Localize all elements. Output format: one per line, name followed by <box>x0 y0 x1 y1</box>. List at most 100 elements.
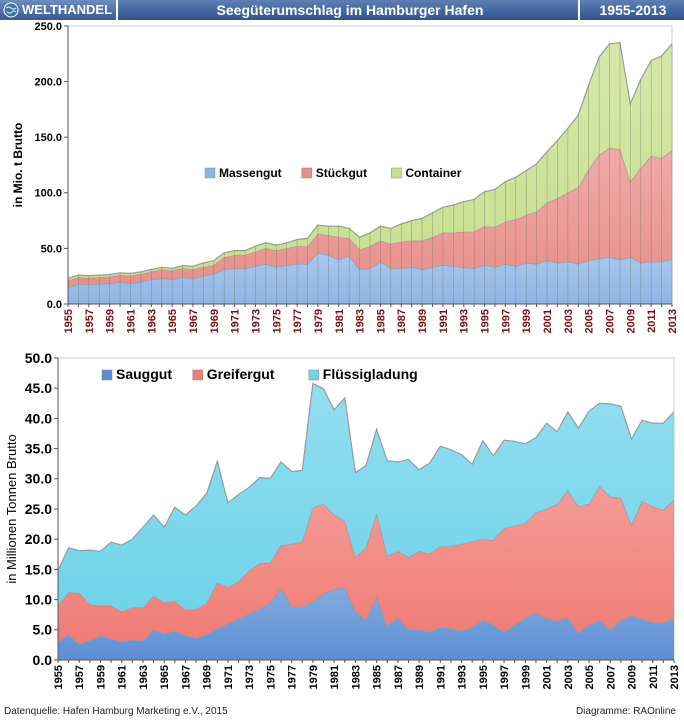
x-tick-label: 1967 <box>188 309 200 333</box>
x-tick-label: 1995 <box>480 309 492 333</box>
legend-swatch-stueckgut <box>301 167 313 179</box>
x-tick-label: 1977 <box>292 309 304 333</box>
x-tick-label: 1979 <box>308 665 320 689</box>
x-tick-label: 1963 <box>138 665 150 689</box>
x-tick-label: 1995 <box>478 665 490 689</box>
x-tick-label: 1973 <box>250 309 262 333</box>
legend-label-sauggut: Sauggut <box>116 366 172 382</box>
series-area-fluessigladung <box>58 383 674 612</box>
x-tick-label: 1977 <box>287 665 299 689</box>
x-tick-label: 2003 <box>563 665 575 689</box>
x-tick-label: 1965 <box>159 665 171 689</box>
y-tick-label: 5.0 <box>33 622 53 638</box>
legend-label-container: Container <box>405 166 461 180</box>
x-tick-label: 1985 <box>372 665 384 689</box>
x-tick-label: 1991 <box>438 309 450 333</box>
legend-swatch-massengut <box>204 167 216 179</box>
y-tick-label: 15.0 <box>25 561 52 577</box>
x-tick-label: 2005 <box>584 665 596 689</box>
x-tick-label: 2001 <box>542 665 554 689</box>
header-bar: WELTHANDEL Seegüterumschlag im Hamburger… <box>0 0 684 20</box>
y-tick-label: 50.0 <box>25 350 52 366</box>
y-tick-label: 45.0 <box>25 380 52 396</box>
x-tick-label: 1959 <box>105 309 117 333</box>
x-tick-label: 1987 <box>393 665 405 689</box>
x-tick-label: 2003 <box>563 309 575 333</box>
x-tick-label: 1969 <box>209 309 221 333</box>
y-tick-label: 25.0 <box>25 501 52 517</box>
x-tick-label: 1955 <box>63 309 75 333</box>
x-tick-label: 1999 <box>520 665 532 689</box>
x-tick-label: 1965 <box>167 309 179 333</box>
y-tick-label: 0.0 <box>47 299 62 311</box>
x-tick-label: 2009 <box>625 309 637 333</box>
x-tick-label: 1989 <box>414 665 426 689</box>
x-tick-label: 2011 <box>646 309 658 333</box>
x-tick-label: 1969 <box>202 665 214 689</box>
y-tick-label: 40.0 <box>25 410 52 426</box>
x-tick-label: 1983 <box>355 309 367 333</box>
y-tick-label: 200.0 <box>34 76 62 88</box>
x-tick-label: 1967 <box>180 665 192 689</box>
series-line-container <box>67 42 673 279</box>
y-tick-label: 20.0 <box>25 531 52 547</box>
y-tick-label: 50.0 <box>41 243 62 255</box>
footer-credit: Diagramme: RAOnline <box>575 706 676 717</box>
series-area-stueckgut <box>68 148 672 288</box>
x-tick-label: 1993 <box>459 309 471 333</box>
period-label: 1955-2013 <box>578 0 684 20</box>
x-tick-label: 1987 <box>396 309 408 333</box>
x-tick-label: 1983 <box>350 665 362 689</box>
x-tick-label: 2007 <box>605 309 617 333</box>
page-title: Seegüterumschlag im Hamburger Hafen <box>216 2 484 18</box>
series-line-greifergut <box>57 485 675 613</box>
x-tick-label: 2009 <box>627 665 639 689</box>
y-axis-title: in Millionen Tonnen Brutto <box>4 434 19 583</box>
chart-tonnage-by-cargo-type: 0.0 50.0 100.0 150.0 200.0 250.0 1955 1957 1959 1… <box>11 21 679 334</box>
y-tick-label: 150.0 <box>34 132 62 144</box>
x-tick-label: 1989 <box>417 309 429 333</box>
y-tick-label: 35.0 <box>25 441 52 457</box>
x-tick-label: 1955 <box>53 665 65 689</box>
y-tick-label: 0.0 <box>33 652 53 668</box>
brand-label: WELTHANDEL <box>22 2 113 17</box>
x-tick-label: 2005 <box>584 309 596 333</box>
x-tick-label: 2013 <box>669 665 681 689</box>
y-axis-title: in Mio. t Brutto <box>11 123 25 208</box>
x-tick-label: 1975 <box>265 665 277 689</box>
legend-swatch-fluessigladung <box>308 369 320 381</box>
x-tick-label: 1961 <box>125 309 137 333</box>
series-area-greifergut <box>58 486 674 645</box>
footer-source: Datenquelle: Hafen Hamburg Marketing e.V… <box>4 706 228 717</box>
brand-badge: WELTHANDEL <box>0 0 118 20</box>
x-tick-label: 1991 <box>435 665 447 689</box>
x-tick-label: 1971 <box>223 665 235 689</box>
x-tick-label: 1981 <box>334 309 346 333</box>
x-tick-label: 1961 <box>117 665 129 689</box>
x-tick-label: 1975 <box>271 309 283 333</box>
x-tick-label: 1985 <box>375 309 387 333</box>
legend-swatch-sauggut <box>101 369 113 381</box>
x-tick-label: 1957 <box>84 309 96 333</box>
globe-icon <box>3 2 19 18</box>
x-tick-label: 2013 <box>667 309 679 333</box>
x-tick-label: 1959 <box>95 665 107 689</box>
y-tick-label: 100.0 <box>34 188 62 200</box>
y-tick-label: 30.0 <box>25 471 52 487</box>
legend-label-stueckgut: Stückgut <box>316 166 367 180</box>
x-tick-label: 1981 <box>329 665 341 689</box>
legend-label-fluessigladung: Flüssigladung <box>323 366 418 382</box>
chart-bulk-cargo-by-type: 0.0 5.0 10.0 15.0 20.0 25.0 30.0 35.0 40.0 45.0 50… <box>4 350 681 690</box>
y-tick-label: 10.0 <box>25 592 52 608</box>
x-tick-label: 2007 <box>605 665 617 689</box>
x-tick-label: 1997 <box>499 665 511 689</box>
legend-label-massengut: Massengut <box>219 166 282 180</box>
x-tick-label: 1999 <box>521 309 533 333</box>
legend-swatch-greifergut <box>192 369 204 381</box>
x-tick-label: 1993 <box>457 665 469 689</box>
x-tick-label: 1957 <box>74 665 86 689</box>
x-tick-label: 2011 <box>648 665 660 689</box>
x-tick-label: 1973 <box>244 665 256 689</box>
series-line-fluessigladung <box>57 382 675 571</box>
x-tick-label: 1997 <box>500 309 512 333</box>
